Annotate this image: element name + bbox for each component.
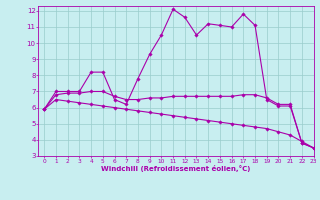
X-axis label: Windchill (Refroidissement éolien,°C): Windchill (Refroidissement éolien,°C)	[101, 165, 251, 172]
